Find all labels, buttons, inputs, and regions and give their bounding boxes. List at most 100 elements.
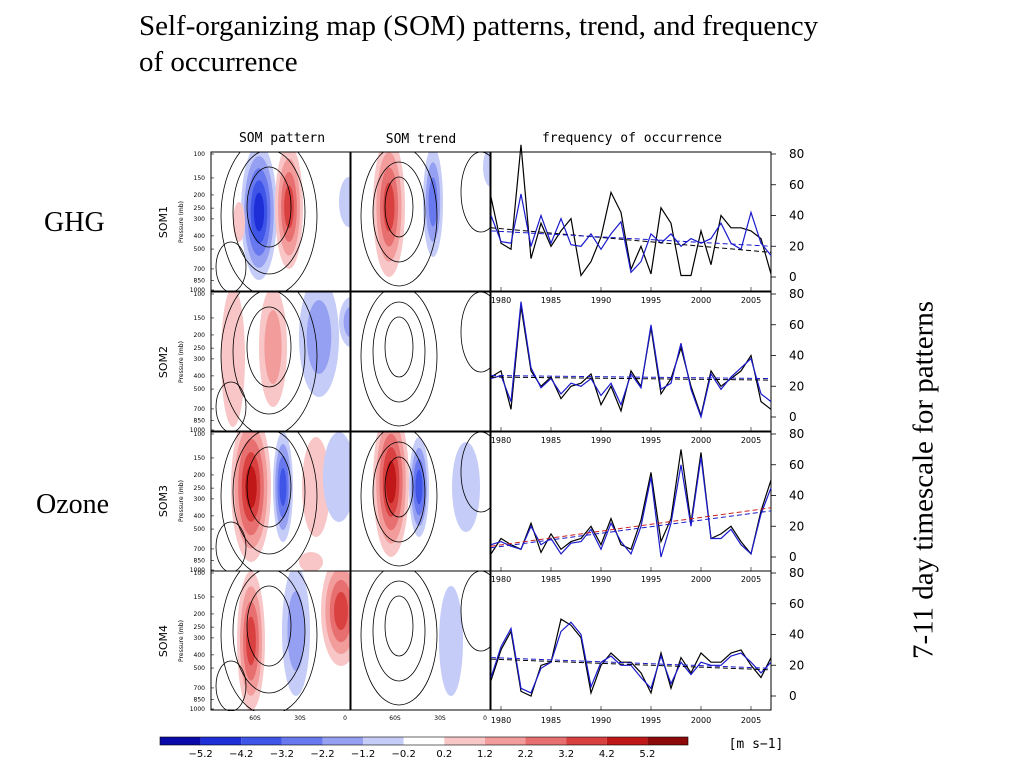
som3-frequency-blue-series — [490, 457, 772, 558]
colorbar-swatch-8 — [444, 737, 485, 745]
colorbar-tick-label-5: −1.2 — [351, 749, 375, 760]
som2-frequency-blue-series — [490, 301, 772, 420]
colorbar-swatch-12 — [606, 737, 648, 745]
pressure-tick-label-150: 150 — [194, 594, 206, 601]
shading-blob-3-level-1 — [452, 442, 480, 532]
shading-blob-1-level-5 — [385, 460, 397, 504]
shading-blob-4-level-2 — [343, 306, 351, 338]
year-tick-label-2000: 2000 — [691, 436, 711, 445]
som3-trend-panel — [351, 432, 491, 572]
som4-trend-line-black — [490, 658, 772, 671]
som3-pattern-panel — [211, 432, 351, 572]
pressure-tick-label-300: 300 — [194, 635, 206, 642]
colorbar-swatch-13 — [647, 737, 688, 745]
pressure-axis-label-4: Pressure (mb) — [178, 620, 185, 662]
freq-tick-label-20: 20 — [789, 658, 804, 672]
panel-background — [351, 292, 490, 432]
pressure-tick-label-200: 200 — [194, 472, 206, 479]
som1-trend-panel — [351, 152, 491, 292]
som4-frequency-blue-series — [490, 621, 772, 694]
som3-frequency-panel: 0 20 40 60 80 1980 1985 1990 1995 2000 2005 — [490, 427, 804, 572]
frequency-frame — [490, 151, 772, 292]
contour-line-3 — [220, 432, 318, 572]
lat-tick-label-0-1: 0 — [343, 715, 347, 722]
lat-tick-label-60S-2: 60S — [389, 715, 401, 722]
colorbar-units: [m s−1] — [729, 737, 784, 752]
year-tick-label-2005: 2005 — [741, 296, 761, 305]
freq-tick-label-40: 40 — [789, 489, 804, 503]
colorbar-tick-label-1: −5.2 — [188, 749, 212, 760]
freq-tick-label-40: 40 — [789, 628, 804, 642]
som2-pattern-frame — [210, 291, 351, 432]
contour-line-1 — [384, 316, 414, 378]
som2-trend-line-blue — [490, 374, 772, 380]
shading-blob-2-level-2 — [264, 310, 282, 384]
colorbar-tick-label-10: 3.2 — [558, 749, 574, 760]
som4-pattern-panel — [211, 571, 351, 711]
contour-line-3 — [360, 432, 438, 567]
shading-blob-5-level-1 — [299, 552, 323, 572]
shading-blob-2-level-3 — [428, 177, 438, 227]
bottom-year-label-1990: 1990 — [591, 716, 611, 725]
pressure-tick-label-400: 400 — [194, 233, 206, 240]
freq-tick-label-0: 0 — [789, 689, 797, 703]
pressure-tick-label-250: 250 — [194, 345, 206, 352]
freq-tick-label-20: 20 — [789, 239, 804, 253]
contour-line-2 — [372, 301, 426, 403]
contour-line-1 — [246, 585, 292, 667]
shading-blob-3-level-1 — [339, 177, 351, 227]
pressure-tick-label-100: 100 — [194, 431, 206, 438]
colorbar-swatch-3 — [241, 737, 282, 745]
pressure-tick-label-100: 100 — [194, 291, 206, 298]
colorbar-swatch-10 — [525, 737, 567, 745]
som4-trend-frame — [350, 570, 491, 711]
contour-line-3 — [220, 571, 318, 711]
shading-blob-3-level-2 — [306, 300, 332, 374]
freq-tick-label-0: 0 — [789, 550, 797, 564]
contour-line-2 — [232, 432, 306, 555]
pressure-tick-label-150: 150 — [194, 175, 206, 182]
som3-frequency-black-series — [490, 449, 772, 556]
slide-title: Self-organizing map (SOM) patterns, tren… — [139, 10, 819, 78]
shading-blob-3-level-1 — [302, 437, 330, 537]
pressure-tick-label-1000: 1000 — [190, 706, 205, 713]
pressure-tick-label-300: 300 — [194, 356, 206, 363]
freq-tick-label-80: 80 — [789, 427, 804, 441]
contour-line-3 — [220, 292, 318, 432]
som2-trend-frame — [350, 291, 491, 432]
shading-blob-4-level-1 — [323, 432, 351, 522]
pressure-tick-label-300: 300 — [194, 216, 206, 223]
som4-pattern-frame — [210, 570, 351, 711]
pressure-axis-label-1: Pressure (mb) — [178, 201, 185, 243]
colorbar-tick-label-7: 0.2 — [436, 749, 452, 760]
pressure-tick-label-850: 850 — [194, 696, 206, 703]
pressure-tick-label-500: 500 — [194, 526, 206, 533]
pressure-tick-label-250: 250 — [194, 624, 206, 631]
contour-line-1 — [384, 595, 414, 657]
lat-tick-label-30S-2: 30S — [434, 715, 446, 722]
pressure-tick-label-500: 500 — [194, 386, 206, 393]
pressure-tick-label-850: 850 — [194, 557, 206, 564]
bottom-year-label-2000: 2000 — [691, 716, 711, 725]
contour-line-4 — [215, 241, 247, 292]
bottom-year-label-1980: 1980 — [491, 716, 511, 725]
panel-background — [351, 571, 490, 711]
pressure-tick-label-150: 150 — [194, 455, 206, 462]
lat-tick-label-60S-1: 60S — [249, 715, 261, 722]
contour-line-3 — [360, 571, 438, 706]
column-title-pattern: SOM pattern — [239, 131, 325, 146]
som1-trend-line-black — [490, 227, 772, 253]
year-tick-label-1980: 1980 — [491, 296, 511, 305]
som1-trend-frame — [350, 151, 491, 292]
contour-line-1 — [246, 446, 292, 528]
pressure-tick-label-300: 300 — [194, 496, 206, 503]
contour-line-4 — [215, 381, 247, 432]
shading-blob-2-level-4 — [415, 469, 423, 505]
year-tick-label-1985: 1985 — [541, 296, 561, 305]
lat-tick-label-30S-1: 30S — [294, 715, 306, 722]
year-tick-label-2005: 2005 — [741, 436, 761, 445]
contour-line-3 — [220, 152, 318, 292]
pressure-tick-label-500: 500 — [194, 665, 206, 672]
contour-line-2 — [372, 161, 426, 263]
